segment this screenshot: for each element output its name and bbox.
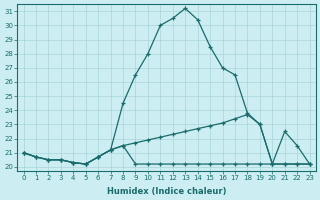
X-axis label: Humidex (Indice chaleur): Humidex (Indice chaleur) <box>107 187 226 196</box>
